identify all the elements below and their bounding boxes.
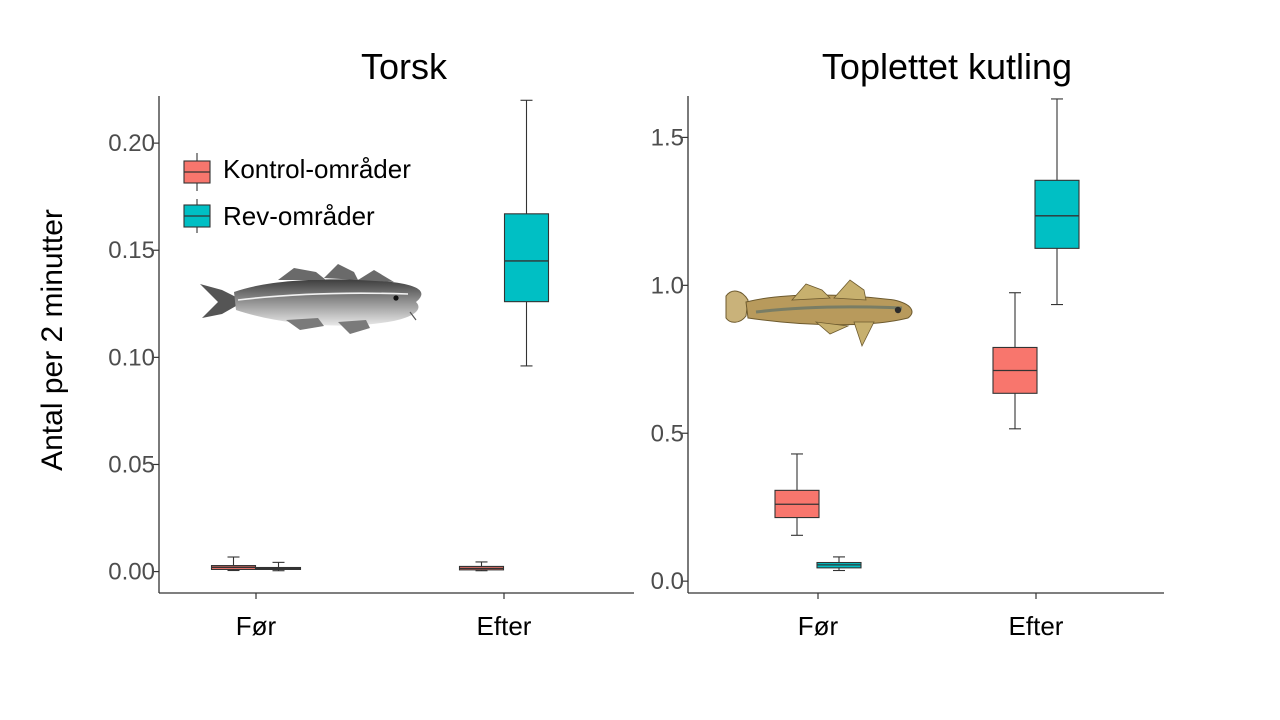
box-1-0 [816, 556, 862, 572]
box-0-0 [210, 556, 257, 572]
y-axis-label: Antal per 2 minutter [36, 209, 69, 471]
y-tick-label: 0.5 [651, 420, 684, 447]
y-tick-label: 0.20 [108, 130, 155, 157]
boxes-toplettet-kutling [774, 98, 1080, 572]
y-tick-label: 1.5 [651, 124, 684, 151]
y-tick-label: 1.0 [651, 272, 684, 299]
y-tick-label: 0.15 [108, 237, 155, 264]
x-tick-label: Før [236, 611, 277, 641]
box-0-1 [458, 561, 505, 572]
x-ticks-torsk: Før Efter [236, 593, 532, 641]
box-body [1034, 179, 1080, 249]
panel-toplettet-kutling: Toplettet kutling 0.0 0.5 1.0 1.5 Før Efter [651, 46, 1164, 641]
box-0-0 [774, 453, 820, 536]
x-ticks-toplettet-kutling: Før Efter [798, 593, 1064, 641]
legend: Kontrol-områder Rev-områder [183, 153, 411, 233]
cod-fish-illustration [200, 264, 422, 334]
box-1-0 [255, 561, 302, 572]
y-ticks-toplettet-kutling: 0.0 0.5 1.0 1.5 [651, 124, 688, 595]
legend-label-rev: Rev-områder [223, 201, 375, 231]
boxes-torsk [210, 99, 550, 572]
y-tick-label: 0.00 [108, 559, 155, 586]
legend-item-kontrol-omrader: Kontrol-områder [183, 153, 411, 191]
legend-item-rev-omrader: Rev-områder [183, 199, 375, 233]
y-tick-label: 0.10 [108, 344, 155, 371]
panel-title-toplettet-kutling: Toplettet kutling [822, 46, 1072, 87]
y-tick-label: 0.0 [651, 568, 684, 595]
box-body [503, 213, 550, 303]
x-tick-label: Efter [1009, 611, 1064, 641]
goby-fish-illustration [725, 279, 913, 348]
box-1-1 [503, 99, 550, 367]
y-ticks-torsk: 0.00 0.05 0.10 0.15 0.20 [108, 130, 159, 586]
panel-torsk: Torsk 0.00 0.05 0.10 0.15 0.20 Før Efter [108, 46, 634, 641]
legend-label-kontrol: Kontrol-områder [223, 154, 411, 184]
y-tick-label: 0.05 [108, 451, 155, 478]
x-tick-label: Før [798, 611, 839, 641]
box-1-1 [1034, 98, 1080, 306]
panel-title-torsk: Torsk [361, 46, 448, 87]
x-tick-label: Efter [477, 611, 532, 641]
box-0-1 [992, 292, 1038, 430]
